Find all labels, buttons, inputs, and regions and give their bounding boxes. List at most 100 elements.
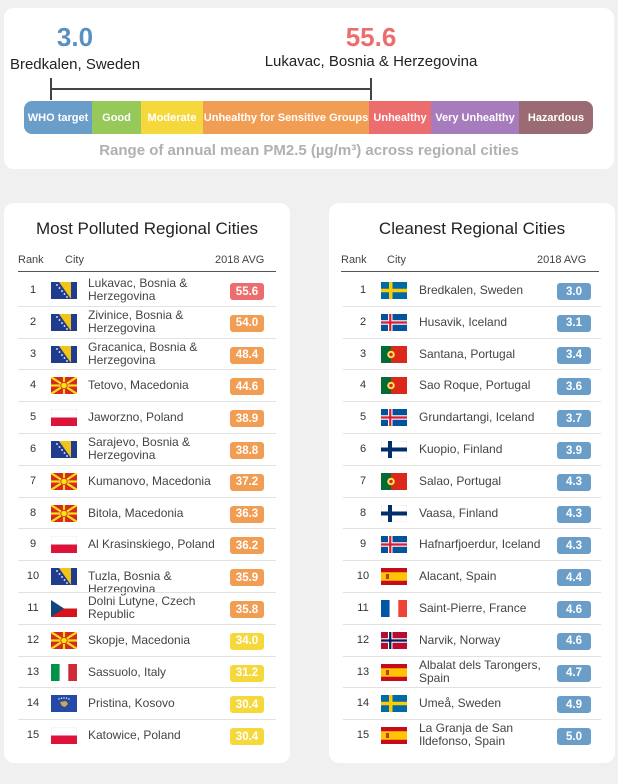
avg-value-badge: 44.6: [230, 378, 264, 396]
row-divider: [18, 464, 276, 466]
row-divider: [18, 496, 276, 498]
row-divider: [18, 433, 276, 434]
row-divider: [18, 687, 276, 689]
table-row: 5 Grundartangi, Iceland 3.7: [329, 401, 615, 433]
rank-cell: 12: [356, 633, 370, 646]
rank-cell: 12: [26, 633, 40, 646]
city-cell: Albalat dels Tarongers, Spain: [419, 657, 541, 685]
most-polluted-panel: Most Polluted Regional Cities Rank City …: [4, 203, 290, 763]
avg-header: 2018 AVG: [537, 254, 587, 266]
iceland-flag-icon: [381, 536, 407, 554]
portugal-flag-icon: [381, 345, 407, 363]
rank-cell: 5: [359, 411, 367, 424]
aqi-category-scale: WHO target Good Moderate Unhealthy for S…: [24, 101, 593, 134]
rank-cell: 1: [29, 284, 37, 296]
rank-cell: 3: [359, 347, 367, 360]
row-divider: [343, 687, 601, 689]
sweden-flag-icon: [381, 282, 407, 299]
scale-who-target: WHO target: [24, 101, 92, 134]
france-flag-icon: [381, 600, 407, 617]
table-row: 4 Tetovo, Macedonia 44.6: [4, 369, 290, 401]
city-cell: Sao Roque, Portugal: [419, 378, 531, 393]
poland-flag-icon: [50, 726, 78, 745]
macedonia-flag-icon: [50, 630, 78, 650]
table-row: 1 Lukavac, Bosnia & Herzegovina 55.6: [4, 274, 290, 306]
panel-title: Cleanest Regional Cities: [378, 219, 566, 238]
table-row: 13 Sassuolo, Italy 31.2: [4, 656, 290, 688]
rank-cell: 2: [29, 315, 37, 328]
row-divider: [343, 369, 601, 371]
row-divider: [343, 560, 601, 562]
avg-value-badge: 31.2: [230, 664, 264, 682]
table-row: 10 Tuzla, Bosnia & Herzegovina 35.9: [4, 560, 290, 596]
city-cell: Santana, Portugal: [419, 346, 516, 361]
avg-value-badge: 4.6: [557, 632, 591, 650]
city-cell: Husavik, Iceland: [419, 314, 508, 329]
rank-cell: 2: [359, 315, 367, 328]
avg-value-badge: 38.9: [230, 410, 264, 428]
avg-value-badge: 4.9: [557, 696, 591, 714]
rank-cell: 9: [359, 538, 367, 551]
scale-very-unhealthy: Very Unhealthy: [431, 101, 519, 134]
rank-cell: 13: [356, 665, 370, 678]
rank-cell: 15: [356, 729, 370, 742]
table-row: 9 Hafnarfjoerdur, Iceland 4.3: [329, 528, 615, 560]
rank-cell: 10: [26, 570, 40, 583]
row-divider: [18, 623, 276, 625]
city-cell: Umeå, Sweden: [419, 696, 502, 711]
table-row: 11 Saint-Pierre, France 4.6: [329, 592, 615, 624]
table-row: 6 Kuopio, Finland 3.9: [329, 433, 615, 465]
norway-flag-icon: [381, 631, 407, 649]
table-row: 9 Al Krasinskiego, Poland 36.2: [4, 528, 290, 560]
table-row: 13 Albalat dels Tarongers, Spain 4.7: [329, 656, 615, 688]
rank-cell: 11: [27, 602, 39, 614]
table-row: 2 Husavik, Iceland 3.1: [329, 306, 615, 338]
table-row: 10 Alacant, Spain 4.4: [329, 560, 615, 592]
scale-unhealthy: Unhealthy: [369, 101, 431, 134]
avg-value-badge: 34.0: [230, 632, 264, 650]
avg-value-badge: 3.7: [557, 410, 591, 428]
table-row: 7 Kumanovo, Macedonia 37.2: [4, 465, 290, 497]
rank-cell: 4: [359, 379, 367, 392]
lowest-value: 3.0: [56, 22, 94, 52]
portugal-flag-icon: [381, 472, 407, 490]
city-cell: Bredkalen, Sweden: [419, 283, 524, 297]
table-row: 11 Dolni Lutyne, Czech Republic 35.8: [4, 592, 290, 624]
lowest-city: Bredkalen, Sweden: [9, 56, 141, 73]
rank-cell: 1: [359, 284, 367, 296]
avg-value-badge: 54.0: [230, 314, 264, 332]
table-row: 3 Gracanica, Bosnia & Herzegovina 48.4: [4, 338, 290, 370]
city-cell: Kumanovo, Macedonia: [88, 473, 211, 488]
row-divider: [18, 337, 276, 339]
city-cell: Zivinice, Bosnia & Herzegovina: [88, 307, 184, 335]
scale-good: Good: [92, 101, 141, 134]
rank-cell: 10: [356, 570, 370, 583]
scale-unhealthy-sensitive: Unhealthy for Sensitive Groups: [203, 101, 369, 134]
scale-hazardous: Hazardous: [519, 101, 593, 134]
avg-value-badge: 35.8: [230, 601, 264, 618]
rank-cell: 6: [359, 443, 367, 455]
city-cell: Alacant, Spain: [419, 569, 497, 584]
kosovo-flag-icon: [51, 695, 77, 713]
table-row: 8 Vaasa, Finland 4.3: [329, 497, 615, 529]
rank-cell: 5: [29, 411, 37, 424]
row-divider: [343, 401, 601, 403]
city-cell: La Granja de San Ildefonso, Spain: [419, 721, 514, 749]
rank-cell: 7: [29, 474, 37, 487]
bosnia-flag-icon: [51, 441, 77, 458]
avg-value-badge: 36.2: [230, 537, 264, 555]
city-cell: Tetovo, Macedonia: [88, 378, 189, 393]
city-cell: Dolni Lutyne, Czech Republic: [88, 594, 196, 621]
table-row: 12 Skopje, Macedonia 34.0: [4, 624, 290, 656]
row-divider: [343, 592, 601, 593]
city-cell: Salao, Portugal: [419, 473, 502, 488]
row-divider: [18, 592, 276, 593]
city-cell: Grundartangi, Iceland: [419, 410, 535, 425]
scale-moderate: Moderate: [141, 101, 203, 134]
row-divider: [343, 496, 601, 498]
rank-cell: 7: [359, 474, 367, 487]
avg-value-badge: 55.6: [230, 283, 264, 300]
bosnia-flag-icon: [51, 568, 77, 586]
table-row: 14 Pristina, Kosovo 30.4: [4, 687, 290, 719]
table-row: 1 Bredkalen, Sweden 3.0: [329, 274, 615, 306]
